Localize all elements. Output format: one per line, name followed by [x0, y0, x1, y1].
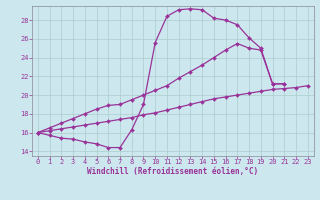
X-axis label: Windchill (Refroidissement éolien,°C): Windchill (Refroidissement éolien,°C) [87, 167, 258, 176]
